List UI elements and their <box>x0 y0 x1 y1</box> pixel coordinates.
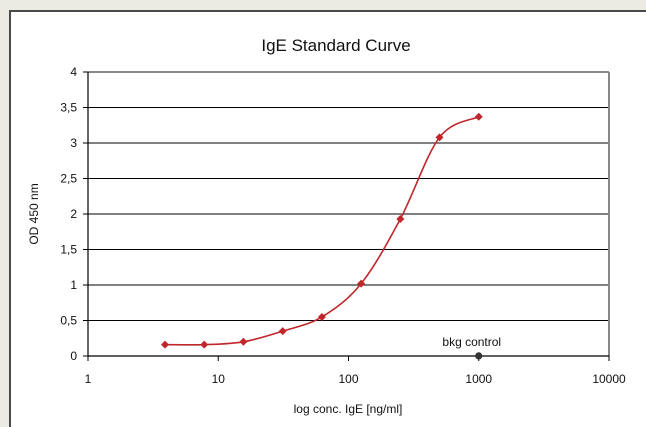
x-tick-label: 1000 <box>465 372 492 386</box>
y-tick-label: 2,5 <box>60 172 77 186</box>
data-series <box>164 115 480 346</box>
chart-title: IgE Standard Curve <box>261 36 410 55</box>
data-point <box>278 327 287 336</box>
data-point <box>160 340 169 349</box>
y-tick-label: 3,5 <box>60 101 77 115</box>
x-tick-label: 10000 <box>592 372 626 386</box>
annotations: bkg control <box>442 335 501 360</box>
y-tick-label: 3 <box>70 136 77 150</box>
data-point <box>239 337 248 346</box>
gridlines <box>88 71 609 321</box>
bkg-control-marker <box>475 352 483 360</box>
chart-figure <box>9 10 646 427</box>
series-line <box>164 115 480 346</box>
y-tick-labels: 0 0,5 1 1,5 2 2,5 3 3,5 4 <box>60 65 77 363</box>
data-point <box>474 112 483 121</box>
data-point <box>357 279 366 288</box>
y-tick-label: 4 <box>70 65 77 79</box>
x-tick-label: 10 <box>212 372 226 386</box>
y-tick-label: 1,5 <box>60 243 77 257</box>
data-point <box>396 214 405 223</box>
y-tick-label: 0,5 <box>60 314 77 328</box>
x-tick-label: 1 <box>85 372 92 386</box>
x-axis-label: log conc. IgE [ng/ml] <box>294 402 403 416</box>
data-point <box>317 312 326 321</box>
data-point <box>435 133 444 142</box>
y-tick-label: 0 <box>70 349 77 363</box>
data-points <box>160 112 483 349</box>
y-tick-label: 1 <box>70 278 77 292</box>
data-point <box>200 340 209 349</box>
y-tick-label: 2 <box>70 207 77 221</box>
bkg-control-label: bkg control <box>442 335 501 349</box>
y-axis-label: OD 450 nm <box>27 183 41 244</box>
x-tick-labels: 1 10 100 1000 10000 <box>85 372 626 386</box>
axes <box>83 71 610 361</box>
x-tick-label: 100 <box>338 372 358 386</box>
